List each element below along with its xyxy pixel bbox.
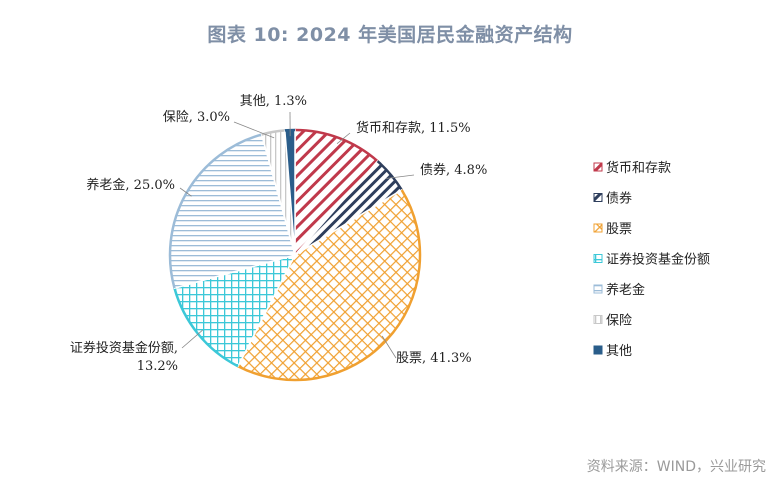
slice-2-leader-line [386, 174, 415, 179]
slice-5-outline [168, 133, 263, 289]
legend-label-3: 股票 [606, 222, 632, 237]
pie-slices [168, 128, 422, 382]
data-labels: 货币和存款, 11.5% 债券, 4.8% 股票, 41.3% 证券投资基金份额, 13… [70, 94, 487, 374]
source-note: 资料来源：WIND，兴业研究 [586, 459, 766, 475]
legend-swatch-1 [593, 162, 603, 172]
legend-label-1: 货币和存款 [606, 160, 671, 176]
legend-label-2: 债券 [606, 191, 632, 207]
legend-swatch-2 [593, 193, 603, 202]
slice-6-data-label: 保险, 3.0% [163, 110, 230, 125]
slice-6-leader-line [233, 121, 275, 139]
legend-label-6: 保险 [606, 314, 632, 329]
slice-5-data-label: 养老金, 25.0% [86, 177, 175, 193]
slice-3-outline [237, 189, 422, 382]
legend-swatch-3 [593, 223, 603, 233]
slice-1-data-label: 货币和存款, 11.5% [356, 120, 471, 136]
legend-label-7: 其他 [606, 344, 632, 359]
slice-2-data-label: 债券, 4.8% [420, 162, 487, 178]
slice-4-data-label-line-2: 13.2% [137, 359, 178, 374]
legend-label-4: 证券投资基金份额 [606, 252, 710, 268]
slice-4-leader-line [181, 329, 203, 349]
slice-3-data-label: 股票, 41.3% [396, 351, 472, 366]
legend-swatch-5 [593, 284, 603, 294]
slice-1-leader-line [336, 132, 351, 144]
slice-3-leader-line [381, 335, 397, 359]
legend-swatch-6 [593, 315, 603, 324]
slice-7-data-label: 其他, 1.3% [240, 94, 307, 109]
slice-1-outline [294, 128, 379, 163]
leader-lines [179, 111, 415, 359]
slice-2-outline [376, 160, 403, 191]
legend-swatch-4 [593, 254, 603, 263]
slice-4-data-label-line-1: 证券投资基金份额, [70, 340, 178, 356]
chart-title: 图表 10: 2024 年美国居民金融资产结构 [207, 24, 573, 46]
slice-5-leader-line [179, 187, 192, 197]
legend-label-5: 养老金 [606, 282, 645, 298]
legend-swatch-7 [593, 345, 603, 355]
